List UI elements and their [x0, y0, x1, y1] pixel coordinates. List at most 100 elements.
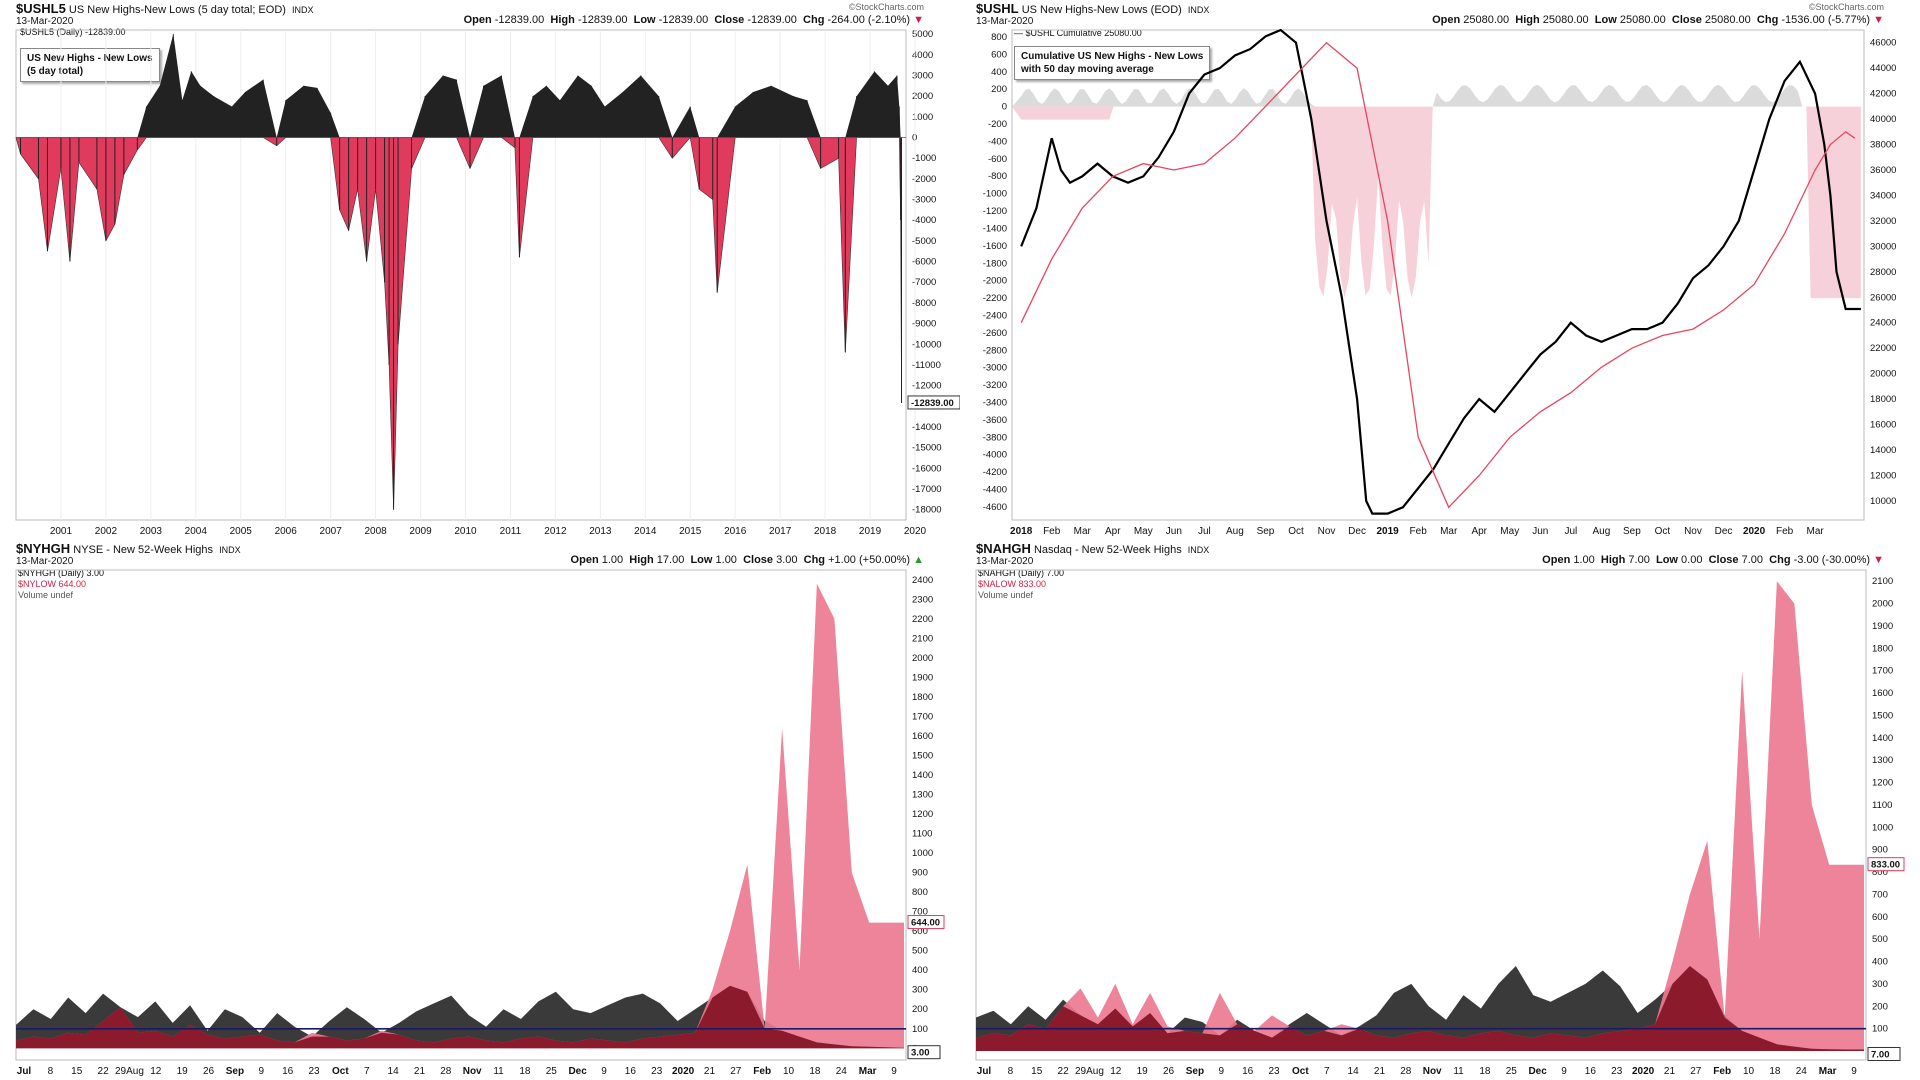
ohlc-readout: Open 25080.00 High 25080.00 Low 25080.00… — [1432, 14, 1884, 26]
plot-frame — [15, 29, 907, 521]
symbol[interactable]: $NAHGH — [976, 541, 1031, 556]
symbol[interactable]: $USHL — [976, 1, 1019, 16]
y-right-tick-label: 36000 — [1870, 165, 1896, 176]
description: US New Highs-New Lows (EOD) — [1021, 4, 1182, 16]
y-right-tick-label: 20000 — [1870, 369, 1896, 380]
x-tick-label: 2006 — [275, 526, 298, 537]
x-tick-label: Feb — [1410, 526, 1428, 537]
x-tick-label: 22 — [98, 1066, 110, 1077]
y-tick-label: 800 — [912, 887, 928, 898]
x-tick-label: Mar — [859, 1066, 877, 1077]
symbol[interactable]: $NYHGH — [16, 541, 71, 556]
y-left-tick-label: -600 — [988, 154, 1007, 165]
y-left-tick-label: -4000 — [983, 450, 1007, 461]
chart-date: 13-Mar-2020 — [976, 556, 1034, 567]
y-left-tick-label: -3000 — [983, 363, 1007, 374]
x-tick-label: Jul — [977, 1066, 992, 1077]
x-tick-label: Dec — [568, 1066, 587, 1077]
x-tick-label: Nov — [1684, 526, 1702, 537]
y-tick-label: 1800 — [1872, 643, 1893, 654]
x-tick-label: 9 — [258, 1066, 264, 1077]
y-tick-label: 2200 — [912, 614, 933, 625]
y-tick-label: 1400 — [1872, 733, 1893, 744]
x-tick-label: 2017 — [769, 526, 792, 537]
y-tick-label: -11000 — [912, 360, 941, 371]
x-tick-label: 12 — [1110, 1066, 1122, 1077]
y-tick-label: -14000 — [912, 422, 942, 433]
x-tick-label: 12 — [150, 1066, 162, 1077]
y-tick-label: -5000 — [912, 236, 936, 247]
y-right-tick-label: 32000 — [1870, 216, 1896, 227]
x-tick-label: Sep — [226, 1066, 244, 1077]
y-tick-label: 600 — [912, 926, 928, 937]
legend-highs: $NAHGH (Daily) 7.00 — [978, 568, 1065, 578]
legend-lows: $NYLOW 644.00 — [18, 579, 87, 589]
x-tick-label: 11 — [1453, 1066, 1464, 1077]
chart-date: 13-Mar-2020 — [16, 556, 74, 567]
chart-annotation[interactable]: US New Highs - New Lows (5 day total) — [20, 48, 160, 82]
y-tick-label: 3000 — [912, 70, 933, 81]
chart-annotation[interactable]: Cumulative US New Highs - New Lows with 5… — [1014, 46, 1211, 80]
y-left-tick-label: -1800 — [983, 258, 1007, 269]
chart-nahgh[interactable]: 2100 2000 1900 1800 1700 1600 1500 1400 1300 1200… — [960, 540, 1920, 1080]
y-tick-label: 1500 — [1872, 710, 1893, 721]
x-tick-label: 23 — [1611, 1066, 1623, 1077]
series-negative-area — [15, 136, 902, 510]
x-tick-label: Jul — [17, 1066, 32, 1077]
x-tick-label: Jul — [1198, 526, 1211, 537]
x-tick-label: 29Aug — [115, 1066, 144, 1077]
y-tick-label: -17000 — [912, 484, 942, 495]
last-value-box — [907, 395, 960, 410]
x-tick-label: 2020 — [904, 526, 927, 537]
x-tick-label: Sep — [1623, 526, 1641, 537]
y-tick-label: -1000 — [912, 153, 936, 164]
x-tick-label: 14 — [1348, 1066, 1360, 1077]
x-tick-label: 25 — [546, 1066, 558, 1077]
y-left-tick-label: -1400 — [983, 223, 1007, 234]
x-tick-label: 24 — [836, 1066, 848, 1077]
y-tick-label: 500 — [1872, 934, 1888, 945]
series-positive-area — [16, 34, 902, 138]
y-tick-label: 700 — [1872, 889, 1888, 900]
symbol[interactable]: $USHL5 — [16, 1, 66, 16]
description: US New Highs-New Lows (5 day total; EOD) — [68, 4, 286, 16]
x-tick-label: 2018 — [814, 526, 837, 537]
y-tick-label: -4000 — [912, 215, 936, 226]
x-tick-label: 2016 — [724, 526, 747, 537]
chart-ushl5[interactable]: 500040003000200010000-1000-2000-3000-400… — [0, 0, 960, 540]
y-tick-label: 100 — [1872, 1024, 1888, 1035]
y-tick-label: 700 — [912, 907, 928, 918]
x-tick-label: Mar — [1819, 1066, 1837, 1077]
last-value-box-highs — [1867, 1046, 1901, 1061]
series-overlap-area — [976, 966, 1864, 1052]
series-new-lows-area — [976, 581, 1864, 1052]
y-left-tick-label: -4600 — [983, 502, 1007, 513]
chart-ushl[interactable]: 800 600 400 200 0 -200 -400 -600 -800 -1000 -1200 -… — [960, 0, 1920, 540]
y-left-tick-label: -2400 — [983, 310, 1007, 321]
y-tick-label: 200 — [1872, 1001, 1888, 1012]
last-value-lows: 644.00 — [911, 918, 940, 929]
plot-frame — [975, 569, 1867, 1061]
y-tick-label: 1400 — [912, 770, 933, 781]
series-new-highs-area — [16, 985, 904, 1049]
x-tick-label: 10 — [783, 1066, 795, 1077]
panel-ushl5: $USHL5 US New Highs-New Lows (5 day tota… — [0, 0, 960, 540]
y-tick-label: -15000 — [912, 443, 942, 454]
y-tick-label: 2100 — [1872, 576, 1893, 587]
y-tick-label: -12000 — [912, 381, 942, 392]
background-negative-histogram — [1012, 106, 1861, 299]
x-tick-label: Feb — [1776, 526, 1794, 537]
x-tick-label: 18 — [1769, 1066, 1781, 1077]
y-left-tick-label: -4400 — [983, 485, 1007, 496]
chart-nyhgh[interactable]: 2400 2300 2200 2100 2000 1900 1800 1700 1600 1500… — [0, 540, 960, 1080]
x-tick-label: 15 — [71, 1066, 83, 1077]
y-right-tick-label: 24000 — [1870, 318, 1896, 329]
x-tick-label: 28 — [1400, 1066, 1412, 1077]
x-tick-label: 2012 — [544, 526, 567, 537]
y-right-tick-label: 40000 — [1870, 114, 1896, 125]
x-tick-label: 11 — [493, 1066, 504, 1077]
y-tick-label: 1100 — [912, 829, 932, 840]
y-left-tick-label: -2000 — [983, 276, 1007, 287]
x-tick-label: 2011 — [500, 526, 522, 537]
x-tick-label: 22 — [1058, 1066, 1070, 1077]
